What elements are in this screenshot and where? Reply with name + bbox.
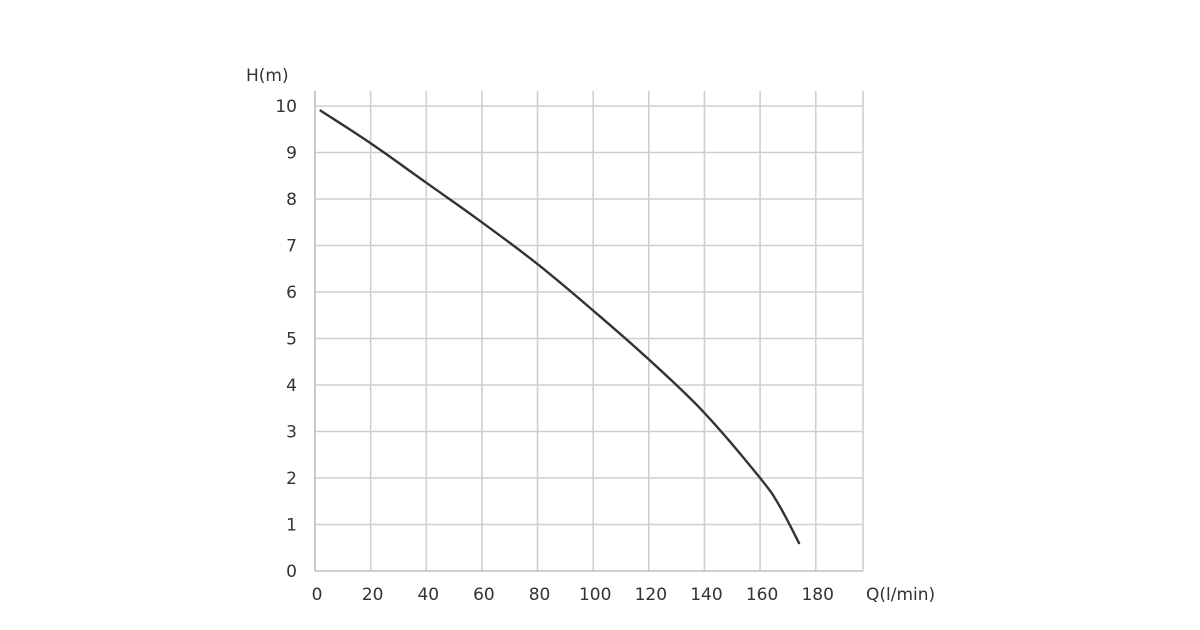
x-tick-label: 120 <box>635 585 667 605</box>
y-tick-label: 8 <box>286 190 297 210</box>
y-tick-label: 9 <box>286 144 297 164</box>
y-tick-label: 4 <box>286 376 297 396</box>
x-tick-label: 20 <box>362 585 384 605</box>
axes <box>314 91 863 572</box>
series <box>319 109 801 545</box>
x-axis-label: Q(l/min) <box>866 585 935 605</box>
y-tick-label: 10 <box>275 97 297 117</box>
x-tick-label: 100 <box>579 585 611 605</box>
y-tick-label: 7 <box>286 237 297 257</box>
series-line <box>319 109 801 545</box>
y-axis-label: H(m) <box>246 66 289 86</box>
y-tick-label: 2 <box>286 469 297 489</box>
x-tick-label: 60 <box>473 585 495 605</box>
y-tick-label: 6 <box>286 283 297 303</box>
x-tick-label: 80 <box>529 585 551 605</box>
y-tick-label: 5 <box>286 330 297 350</box>
x-tick-label: 40 <box>417 585 439 605</box>
x-tick-label: 180 <box>801 585 833 605</box>
x-tick-label: 160 <box>746 585 778 605</box>
x-tick-label: 0 <box>312 585 323 605</box>
grid <box>315 91 864 571</box>
y-tick-label: 3 <box>286 423 297 443</box>
x-tick-label: 140 <box>690 585 722 605</box>
y-tick-label: 0 <box>286 562 297 582</box>
y-tick-label: 1 <box>286 516 297 536</box>
